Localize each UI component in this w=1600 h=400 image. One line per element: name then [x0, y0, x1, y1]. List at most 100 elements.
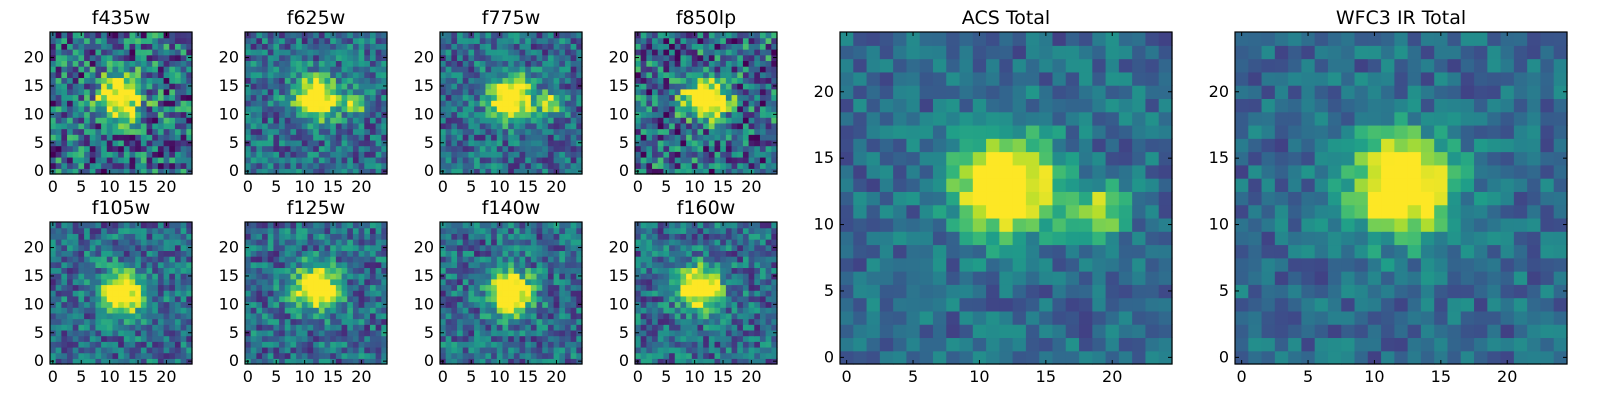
heatmap-cell [256, 71, 263, 79]
heatmap-cell [78, 156, 85, 164]
heatmap-cell [135, 88, 142, 96]
heatmap-cell [652, 145, 659, 152]
heatmap-cell [313, 43, 320, 50]
heatmap-cell [725, 295, 733, 303]
heatmap-cell [301, 100, 309, 107]
heatmap-cell [474, 151, 481, 158]
x-tick-label: 20 [351, 367, 371, 386]
heatmap-cell [646, 307, 653, 314]
heatmap-cell [290, 111, 297, 118]
heatmap-cell [352, 341, 360, 348]
heatmap-cell [708, 162, 716, 169]
heatmap-cell [635, 105, 642, 113]
heatmap-cell [358, 295, 365, 303]
heatmap-cell [279, 134, 286, 141]
heatmap-cell [570, 60, 577, 67]
heatmap-cell [61, 284, 68, 291]
heatmap-cell [318, 346, 326, 354]
y-tick-label: 0 [34, 351, 44, 370]
heatmap-cell [508, 37, 515, 44]
heatmap-cell [358, 37, 365, 44]
heatmap-cell [714, 162, 721, 169]
heatmap-cell [737, 335, 744, 342]
heatmap-cell [273, 233, 280, 240]
heatmap-cell [157, 37, 165, 44]
heatmap-cell [146, 43, 153, 50]
heatmap-cell [714, 358, 721, 365]
heatmap-cell [502, 49, 509, 56]
heatmap-cell [440, 284, 447, 291]
heatmap-cell [174, 329, 182, 337]
heatmap-cell [352, 128, 360, 135]
heatmap-cell [697, 134, 704, 141]
heatmap-cell [771, 43, 778, 50]
heatmap-cell [169, 111, 176, 118]
heatmap-cell [474, 111, 481, 118]
heatmap-cell [748, 105, 755, 113]
heatmap-cell [564, 66, 572, 73]
heatmap-cell [106, 312, 114, 320]
heatmap-cell [152, 273, 159, 280]
heatmap-cell [273, 83, 280, 90]
heatmap-cell [180, 168, 187, 175]
heatmap-cell [742, 352, 750, 359]
heatmap-cell [474, 66, 481, 73]
heatmap-cell [462, 312, 469, 320]
heatmap-cell [307, 60, 314, 67]
heatmap-cell [536, 151, 543, 158]
heatmap-cell [674, 284, 682, 291]
heatmap-cell [680, 358, 687, 365]
heatmap-cell [708, 335, 716, 342]
heatmap-cell [290, 122, 297, 130]
heatmap-cell [445, 88, 452, 96]
heatmap-cell [663, 94, 670, 101]
heatmap-cell [547, 346, 555, 354]
heatmap-cell [468, 346, 475, 354]
heatmap-cell [369, 134, 377, 141]
heatmap-cell [445, 156, 452, 164]
heatmap-cell [186, 222, 193, 229]
heatmap-cell [369, 94, 377, 101]
heatmap-cell [680, 49, 687, 56]
heatmap-cell [140, 329, 148, 337]
heatmap-cell [301, 122, 309, 130]
heatmap-cell [479, 312, 487, 320]
heatmap-cell [313, 156, 320, 164]
heatmap-cell [313, 32, 320, 39]
heatmap-cell [691, 301, 699, 308]
heatmap-cell [123, 273, 131, 280]
x-tick-label: 10 [489, 177, 509, 196]
heatmap-cell [313, 335, 320, 342]
heatmap-cell [347, 49, 354, 56]
heatmap-cell [140, 122, 148, 130]
heatmap-cell [547, 168, 555, 175]
heatmap-cell [262, 307, 269, 314]
heatmap-cell [570, 273, 577, 280]
heatmap-cell [335, 295, 343, 303]
heatmap-cell [364, 341, 371, 348]
heatmap-cell [474, 329, 481, 337]
heatmap-cell [663, 341, 670, 348]
heatmap-cell [358, 151, 365, 158]
heatmap-cell [101, 156, 108, 164]
heatmap-cell [737, 139, 744, 147]
heatmap-cell [67, 43, 74, 50]
heatmap-cell [174, 244, 182, 251]
heatmap-cell [496, 54, 504, 61]
heatmap-cell [462, 151, 469, 158]
heatmap-cell [267, 134, 274, 141]
heatmap-cell [135, 284, 142, 291]
heatmap-cell [669, 66, 676, 73]
heatmap-cell [570, 162, 577, 169]
heatmap-cell [513, 105, 521, 113]
heatmap-cell [635, 71, 642, 79]
heatmap-cell [335, 267, 343, 274]
heatmap-cell [474, 222, 481, 229]
heatmap-cell [474, 77, 481, 84]
heatmap-cell [680, 156, 687, 164]
heatmap-cell [123, 156, 131, 164]
heatmap-cell [341, 100, 348, 107]
heatmap-cell [106, 227, 114, 234]
heatmap-cell [542, 117, 549, 124]
heatmap-cell [180, 88, 187, 96]
